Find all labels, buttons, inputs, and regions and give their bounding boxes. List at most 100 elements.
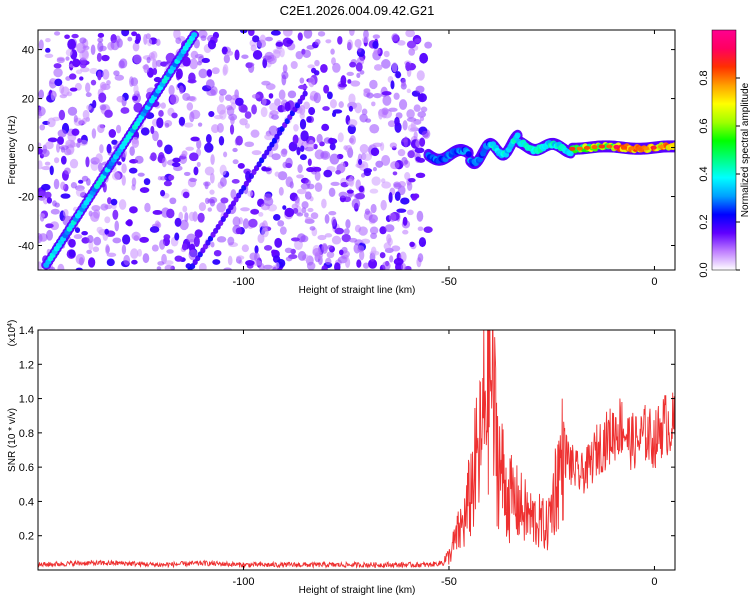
spectrogram-noise-blob: [398, 99, 408, 110]
spectrogram-noise-blob: [299, 154, 307, 161]
spectrogram-noise-blob: [193, 166, 199, 176]
spectrogram-noise-blob: [45, 223, 54, 229]
spectrogram-noise-blob: [346, 71, 354, 77]
spectrogram-noise-blob: [261, 97, 267, 106]
spectrogram-noise-blob: [386, 233, 392, 244]
spectrogram-noise-blob: [300, 183, 311, 190]
spectrogram-x-label: Height of straight line (km): [299, 285, 416, 296]
spectrogram-noise-blob: [359, 249, 365, 261]
spectrogram-noise-blob: [347, 79, 352, 84]
spectrogram-noise-blob: [346, 39, 354, 51]
spectrogram-noise-blob: [129, 146, 135, 156]
spectrogram-noise-blob: [104, 216, 111, 224]
spectrogram-noise-blob: [402, 120, 408, 131]
spectrogram-noise-blob: [316, 133, 323, 144]
spectrogram-noise-blob: [415, 172, 426, 179]
spectrogram-noise-blob: [332, 62, 341, 73]
spectrogram-noise-blob: [53, 178, 60, 190]
spectrogram-noise-blob: [220, 197, 229, 204]
spectrogram-noise-blob: [120, 107, 130, 114]
spectrogram-noise-blob: [179, 85, 184, 95]
colorbar-tick-label: 0.6: [698, 118, 710, 133]
spectrogram-noise-blob: [391, 33, 399, 42]
spectrogram-noise-blob: [173, 30, 181, 40]
carrier-peak: [643, 146, 650, 151]
spectrogram-noise-blob: [290, 60, 298, 70]
spectrogram-noise-blob: [92, 99, 97, 109]
spectrogram-noise-blob: [185, 146, 194, 151]
spectrogram-noise-blob: [75, 188, 86, 197]
spectrogram-noise-blob: [349, 61, 357, 68]
spectrogram-noise-blob: [216, 236, 227, 243]
spectrogram-noise-blob: [39, 213, 45, 219]
spectrogram-noise-blob: [41, 166, 51, 171]
spectrogram-noise-blob: [54, 78, 63, 87]
spectrogram-noise-blob: [114, 220, 120, 232]
spectrogram-noise-blob: [183, 171, 191, 176]
spectrogram-noise-blob: [419, 116, 425, 122]
spectrogram-noise-blob: [372, 40, 379, 49]
spectrogram-noise-blob: [38, 89, 45, 100]
spectrogram-noise-blob: [104, 109, 113, 118]
spectrogram-noise-blob: [54, 202, 60, 208]
spectrogram-noise-blob: [343, 228, 350, 235]
spectrogram-noise-blob: [149, 226, 160, 233]
spectrogram-noise-blob: [389, 142, 398, 149]
spectrogram-noise-blob: [154, 220, 160, 227]
spectrogram-noise-blob: [402, 216, 408, 226]
spectrogram-y-label: Frequency (Hz): [7, 116, 18, 185]
snr-series-line: [38, 330, 675, 569]
spectrogram-noise-blob: [274, 237, 283, 248]
spectrogram-noise-blob: [397, 149, 406, 157]
spectrogram-noise-blob: [189, 178, 198, 183]
spectrogram-noise-blob: [389, 255, 394, 263]
spectrogram-noise-blob: [387, 120, 396, 128]
spectrogram-noise-blob: [125, 220, 133, 226]
spectrogram-noise-blob: [356, 72, 361, 79]
spectrogram-noise-blob: [337, 35, 343, 45]
spectrogram-noise-blob: [404, 172, 411, 181]
spectrogram-noise-blob: [298, 84, 308, 90]
spectrogram-noise-blob: [321, 242, 328, 252]
spectrogram-x-tick-label: -50: [441, 276, 457, 288]
spectrogram-noise-blob: [102, 69, 110, 80]
spectrogram-noise-blob: [116, 95, 125, 103]
spectrogram-noise-blob: [345, 178, 354, 186]
snr-x-tick-label: -100: [232, 576, 254, 588]
spectrogram-noise-blob: [249, 252, 258, 261]
spectrogram-noise-blob: [49, 165, 54, 176]
spectrogram-noise-blob: [92, 246, 100, 253]
spectrogram-noise-blob: [77, 138, 82, 143]
spectrogram-noise-blob: [416, 157, 426, 163]
spectrogram-noise-blob: [314, 182, 323, 192]
spectrogram-noise-blob: [218, 88, 227, 96]
spectrogram-noise-blob: [133, 102, 143, 113]
spectrogram-noise-blob: [314, 38, 321, 45]
spectrogram-noise-blob: [117, 161, 122, 166]
spectrogram-noise-blob: [101, 54, 110, 62]
spectrogram-noise-blob: [250, 44, 257, 52]
spectrogram-noise-blob: [161, 157, 167, 168]
spectrogram-noise-blob: [368, 214, 378, 224]
spectrogram-noise-blob: [278, 89, 286, 101]
spectrogram-noise-blob: [372, 166, 377, 172]
spectrogram-noise-blob: [147, 38, 153, 47]
spectrogram-noise-blob: [47, 137, 58, 143]
spectrogram-noise-blob: [166, 249, 174, 254]
spectrogram-noise-blob: [356, 259, 362, 268]
spectrogram-noise-blob: [295, 50, 304, 60]
spectrogram-noise-blob: [408, 48, 416, 56]
spectrogram-noise-blob: [174, 255, 183, 262]
spectrogram-noise-blob: [380, 199, 387, 211]
spectrogram-noise-blob: [130, 77, 139, 87]
spectrogram-noise-blob: [247, 62, 255, 74]
spectrogram-noise-blob: [421, 130, 429, 138]
spectrogram-noise-blob: [323, 84, 330, 94]
spectrogram-noise-blob: [282, 64, 288, 73]
spectrogram-noise-blob: [132, 42, 140, 52]
spectrogram-noise-blob: [45, 37, 51, 43]
spectrogram-noise-blob: [143, 178, 151, 186]
colorbar-tick-label: 0.2: [698, 214, 710, 229]
spectrogram-noise-blob: [307, 64, 315, 69]
spectrogram-noise-blob: [70, 182, 78, 189]
